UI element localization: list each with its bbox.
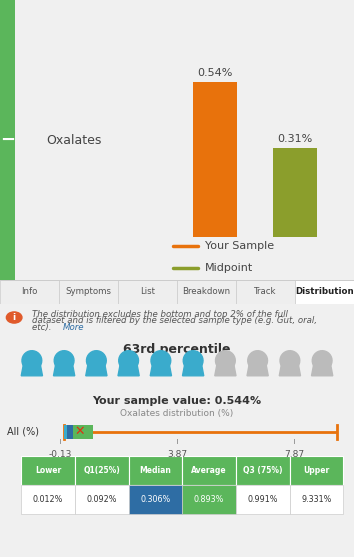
Bar <box>59 280 118 304</box>
Text: ✕: ✕ <box>75 425 85 438</box>
Text: Your Sample: Your Sample <box>205 241 274 251</box>
Text: etc).: etc). <box>32 323 54 332</box>
Bar <box>64 424 67 438</box>
Text: Upper: Upper <box>303 466 330 475</box>
Text: dataset and is filtered by the selected sample type (e.g. Gut, oral,: dataset and is filtered by the selected … <box>32 316 317 325</box>
Text: -0.13: -0.13 <box>48 450 72 459</box>
Polygon shape <box>247 362 268 376</box>
Polygon shape <box>86 351 106 370</box>
Polygon shape <box>215 362 236 376</box>
Text: 0.092%: 0.092% <box>86 495 117 504</box>
Bar <box>273 148 317 237</box>
Polygon shape <box>312 362 333 376</box>
Bar <box>177 280 236 304</box>
Text: 0.31%: 0.31% <box>278 134 313 144</box>
Text: Median: Median <box>139 466 171 475</box>
Bar <box>75 485 129 514</box>
Polygon shape <box>216 351 235 370</box>
Polygon shape <box>248 351 268 370</box>
Bar <box>73 424 93 438</box>
Bar <box>21 485 75 514</box>
Polygon shape <box>86 362 107 376</box>
Text: 0.306%: 0.306% <box>140 495 171 504</box>
Polygon shape <box>22 351 42 370</box>
Bar <box>236 485 290 514</box>
Text: List: List <box>140 287 155 296</box>
Text: 3.87: 3.87 <box>167 450 187 459</box>
Text: More: More <box>63 323 85 332</box>
Polygon shape <box>150 362 171 376</box>
Text: Breakdown: Breakdown <box>182 287 230 296</box>
Text: All (%): All (%) <box>7 427 39 437</box>
Circle shape <box>6 312 22 323</box>
Bar <box>21 456 75 485</box>
Text: Average: Average <box>192 466 227 475</box>
Bar <box>118 280 177 304</box>
Text: i: i <box>13 313 16 322</box>
Text: Distribution: Distribution <box>295 287 354 296</box>
Bar <box>193 82 237 237</box>
Polygon shape <box>21 362 42 376</box>
Text: 0.54%: 0.54% <box>197 68 232 78</box>
Polygon shape <box>183 351 203 370</box>
Bar <box>290 485 343 514</box>
Bar <box>129 485 182 514</box>
Text: Info: Info <box>21 287 38 296</box>
Text: Midpoint: Midpoint <box>205 262 253 272</box>
Text: Q3 (75%): Q3 (75%) <box>243 466 282 475</box>
Text: −: − <box>0 131 15 149</box>
Bar <box>290 456 343 485</box>
Polygon shape <box>119 351 138 370</box>
Text: 0.012%: 0.012% <box>33 495 63 504</box>
Text: Symptoms: Symptoms <box>65 287 112 296</box>
Bar <box>67 424 73 438</box>
Text: 7.87: 7.87 <box>284 450 304 459</box>
Text: The distribution excludes the bottom and top 2% of the full: The distribution excludes the bottom and… <box>32 310 288 319</box>
Bar <box>236 456 290 485</box>
Polygon shape <box>54 351 74 370</box>
Bar <box>129 456 182 485</box>
Polygon shape <box>279 362 301 376</box>
Polygon shape <box>183 362 204 376</box>
Text: Oxalates: Oxalates <box>46 134 101 147</box>
Bar <box>75 456 129 485</box>
Text: Lower: Lower <box>35 466 61 475</box>
Polygon shape <box>151 351 171 370</box>
Bar <box>182 485 236 514</box>
Text: 9.331%: 9.331% <box>301 495 332 504</box>
Bar <box>236 280 295 304</box>
Text: Oxalates distribution (%): Oxalates distribution (%) <box>120 409 234 418</box>
Text: Q1(25%): Q1(25%) <box>84 466 120 475</box>
Bar <box>0 280 59 304</box>
Polygon shape <box>118 362 139 376</box>
Polygon shape <box>312 351 332 370</box>
Text: Track: Track <box>254 287 277 296</box>
Text: Your sample value: 0.544%: Your sample value: 0.544% <box>92 396 262 406</box>
Text: 63rd percentile: 63rd percentile <box>123 343 231 356</box>
Text: 0.991%: 0.991% <box>247 495 278 504</box>
Bar <box>182 456 236 485</box>
Polygon shape <box>280 351 300 370</box>
Polygon shape <box>53 362 75 376</box>
Text: 0.893%: 0.893% <box>194 495 224 504</box>
Bar <box>295 280 354 304</box>
